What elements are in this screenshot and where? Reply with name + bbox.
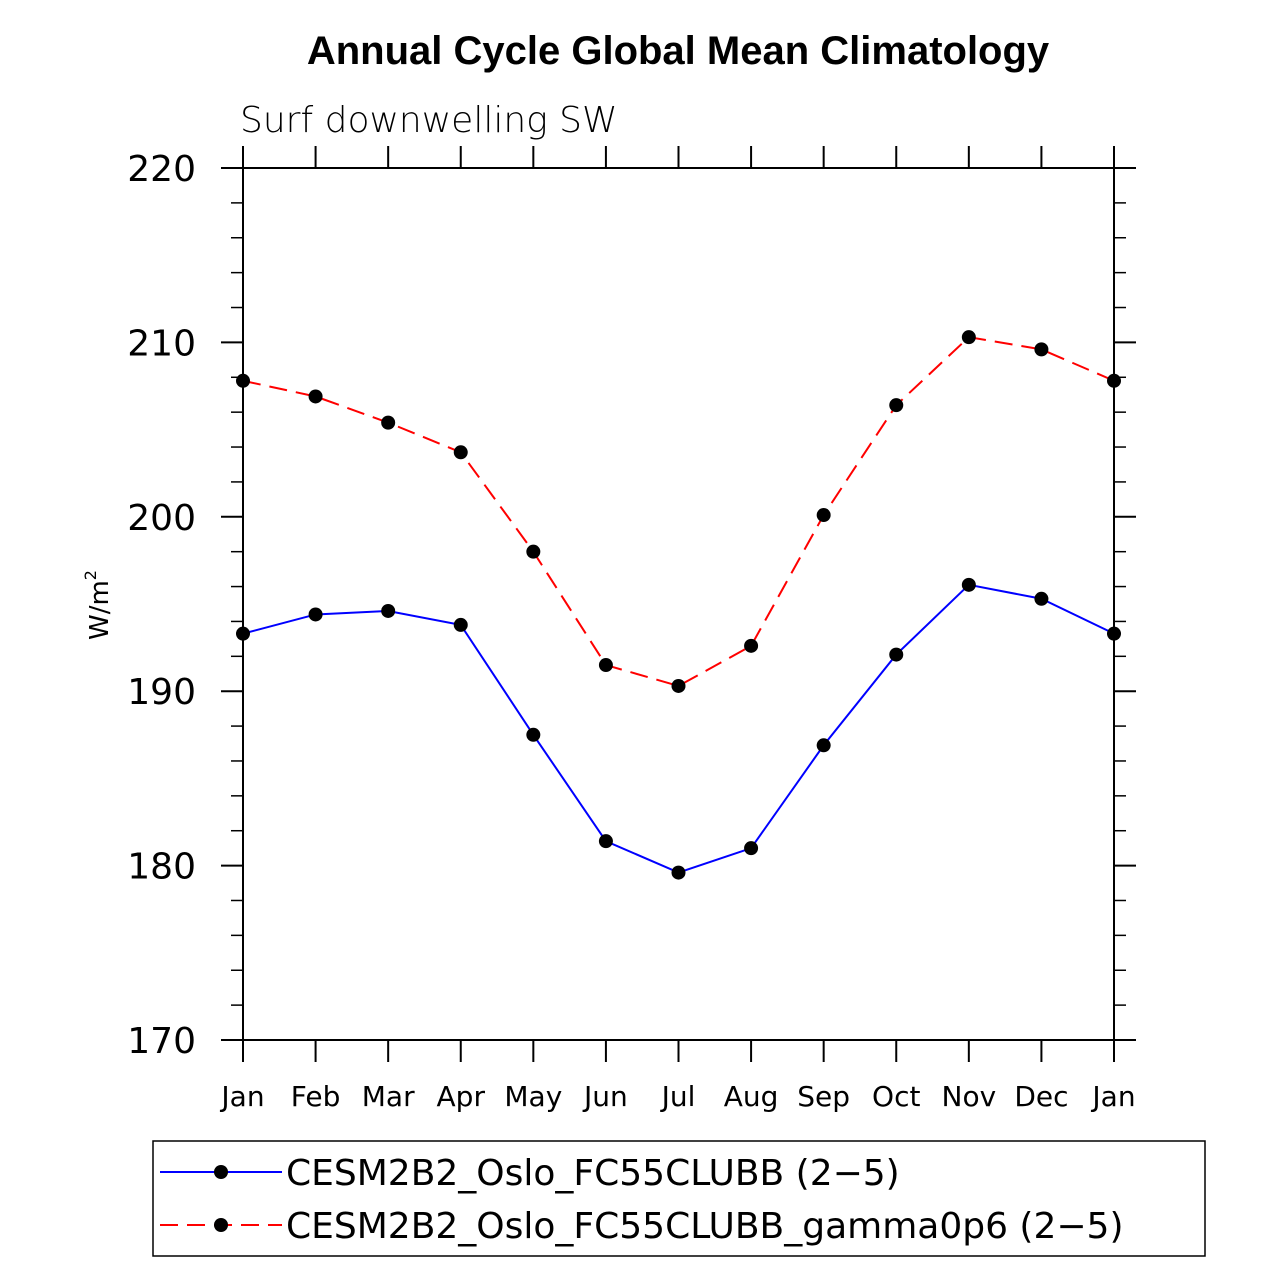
- data-point: [308, 389, 323, 404]
- series-layer: [236, 330, 1121, 880]
- plot-frame: [242, 167, 1115, 1041]
- y-tick-label: 220: [127, 149, 196, 190]
- data-point: [598, 834, 613, 849]
- x-tick-label: Dec: [1014, 1080, 1068, 1113]
- data-point: [744, 841, 759, 856]
- data-point: [889, 398, 904, 413]
- data-point: [236, 626, 250, 641]
- y-axis-label: W/m2: [81, 570, 115, 640]
- data-point: [816, 508, 831, 523]
- x-tick-label: Aug: [724, 1080, 779, 1113]
- data-point: [308, 607, 323, 622]
- data-point: [1034, 591, 1049, 606]
- legend-box: [152, 1140, 1206, 1257]
- y-tick-label: 190: [127, 672, 196, 713]
- svg-text:W/m2: W/m2: [81, 570, 115, 640]
- data-point: [671, 865, 686, 880]
- data-point: [236, 373, 250, 388]
- x-tick-label: Mar: [362, 1080, 415, 1113]
- x-tick-label: Feb: [291, 1080, 341, 1113]
- data-point: [526, 727, 541, 742]
- chart-title: Annual Cycle Global Mean Climatology: [307, 29, 1050, 73]
- series-line-1: [242, 583, 1115, 874]
- x-tick-label: Apr: [437, 1080, 486, 1113]
- y-axis-label-text: W/m: [85, 580, 115, 640]
- y-tick-label: 210: [127, 323, 196, 364]
- series-line-2: [242, 336, 1115, 688]
- y-tick-label: 170: [127, 1021, 196, 1062]
- x-tick-label: Jul: [660, 1080, 696, 1113]
- data-point: [598, 658, 613, 673]
- x-tick-label: May: [504, 1080, 562, 1113]
- legend-marker-2: [214, 1218, 228, 1232]
- legend-label-2: CESM2B2_Oslo_FC55CLUBB_gamma0p6 (2−5): [286, 1206, 1124, 1247]
- data-point: [816, 738, 831, 753]
- x-tick-label: Sep: [797, 1080, 850, 1113]
- data-point: [381, 603, 396, 618]
- legend-marker-1: [214, 1165, 228, 1179]
- x-tick-label: Jun: [582, 1080, 628, 1113]
- data-point: [1107, 626, 1121, 641]
- legend: CESM2B2_Oslo_FC55CLUBB (2−5) CESM2B2_Oslo…: [152, 1140, 1206, 1257]
- y-axis-label-superscript: 2: [81, 570, 100, 580]
- data-point: [526, 544, 541, 559]
- chart-subtitle: Surf downwelling SW: [240, 100, 618, 141]
- data-point: [671, 678, 686, 693]
- data-point: [1034, 342, 1049, 357]
- data-point: [453, 445, 468, 460]
- data-point: [381, 415, 396, 430]
- data-point: [744, 638, 759, 653]
- y-tick-label: 180: [127, 847, 196, 888]
- x-tick-label: Oct: [872, 1080, 920, 1113]
- x-tick-label: Jan: [219, 1080, 264, 1113]
- axes: Jan Feb Mar Apr May Jun Jul Aug Sep Oct Nov Dec Jan 1…: [127, 146, 1136, 1113]
- y-tick-label: 200: [127, 498, 196, 539]
- x-tick-label: Nov: [942, 1080, 997, 1113]
- data-point: [889, 647, 904, 662]
- legend-label-1: CESM2B2_Oslo_FC55CLUBB (2−5): [286, 1153, 900, 1194]
- x-tick-label: Jan: [1090, 1080, 1135, 1113]
- data-point: [961, 577, 976, 592]
- data-point: [961, 330, 976, 345]
- data-point: [453, 617, 468, 632]
- data-point: [1107, 373, 1121, 388]
